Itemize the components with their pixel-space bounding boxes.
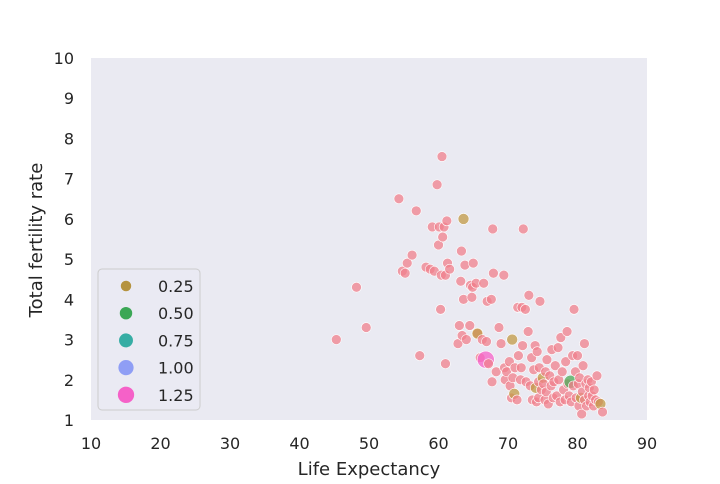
- data-point: [498, 269, 510, 281]
- data-point: [490, 366, 502, 377]
- data-point: [393, 193, 405, 205]
- data-point: [561, 326, 573, 337]
- data-point: [522, 326, 534, 337]
- data-point: [456, 245, 467, 257]
- data-point: [466, 292, 478, 303]
- legend-label: 0.25: [158, 277, 194, 296]
- data-point: [560, 356, 571, 367]
- data-point: [568, 304, 580, 315]
- x-tick-label: 70: [498, 434, 518, 453]
- legend: 0.25 0.50 0.75 1.00 1.25: [97, 268, 201, 411]
- data-point: [431, 179, 443, 190]
- x-tick-labels: 10 20 30 40 50 60 70 80 90: [81, 434, 657, 453]
- data-point: [577, 360, 589, 371]
- data-point: [360, 322, 372, 333]
- y-tick-label: 4: [64, 290, 74, 309]
- data-point: [515, 362, 527, 373]
- x-tick-label: 20: [150, 434, 170, 453]
- legend-marker: [117, 386, 135, 403]
- y-axis-label: Total fertility rate: [26, 163, 47, 319]
- legend-items: 0.25 0.50 0.75 1.00 1.25: [117, 277, 194, 405]
- data-point: [478, 277, 489, 289]
- y-tick-label: 2: [64, 371, 74, 390]
- data-point: [435, 304, 446, 315]
- data-point: [440, 358, 451, 369]
- data-point: [556, 366, 568, 377]
- data-point: [441, 215, 453, 227]
- data-point: [406, 249, 418, 261]
- data-point: [518, 223, 529, 235]
- data-point: [506, 333, 518, 346]
- legend-label: 1.00: [158, 359, 194, 378]
- x-tick-label: 50: [359, 434, 379, 453]
- data-point: [399, 267, 411, 279]
- data-point: [486, 294, 497, 305]
- points-layer: [331, 151, 608, 420]
- data-point: [455, 275, 466, 287]
- data-point: [454, 320, 465, 331]
- y-tick-label: 1: [64, 411, 74, 430]
- legend-label: 0.75: [158, 331, 194, 350]
- data-point: [461, 334, 472, 345]
- data-point: [576, 408, 587, 420]
- y-tick-labels: 1 2 3 4 5 6 7 8 9 10: [54, 49, 74, 430]
- data-point: [401, 257, 413, 269]
- data-point: [588, 384, 600, 396]
- legend-label: 0.50: [158, 304, 194, 323]
- data-point: [468, 257, 479, 269]
- data-point: [572, 350, 583, 361]
- data-point: [517, 340, 528, 351]
- data-point: [591, 370, 603, 382]
- y-tick-label: 3: [64, 331, 74, 350]
- legend-marker: [119, 306, 133, 320]
- data-point: [495, 338, 507, 349]
- data-point: [483, 358, 494, 369]
- x-tick-label: 60: [428, 434, 448, 453]
- data-point: [414, 350, 425, 361]
- data-point: [552, 342, 564, 353]
- data-point: [486, 376, 498, 388]
- data-point: [331, 334, 342, 345]
- x-tick-label: 90: [637, 434, 657, 453]
- y-tick-label: 6: [64, 210, 74, 229]
- legend-marker: [118, 360, 134, 376]
- data-point: [520, 304, 531, 315]
- data-point: [411, 205, 422, 217]
- x-tick-label: 80: [567, 434, 587, 453]
- y-tick-label: 5: [64, 250, 74, 269]
- data-point: [513, 350, 524, 361]
- data-point: [444, 263, 455, 275]
- x-tick-label: 10: [81, 434, 101, 453]
- data-point: [487, 223, 498, 235]
- y-tick-label: 8: [64, 129, 74, 148]
- y-tick-label: 7: [64, 170, 74, 189]
- data-point: [597, 406, 608, 418]
- x-axis-label: Life Expectancy: [298, 459, 441, 480]
- x-tick-label: 30: [220, 434, 240, 453]
- data-point: [531, 346, 543, 357]
- data-point: [579, 338, 590, 349]
- data-point: [351, 282, 362, 293]
- data-point: [481, 336, 492, 347]
- legend-marker: [119, 333, 133, 348]
- data-point: [541, 354, 553, 365]
- data-point: [550, 360, 561, 371]
- data-point: [493, 322, 505, 333]
- data-point: [488, 267, 499, 279]
- data-point: [523, 290, 535, 301]
- y-tick-label: 10: [54, 49, 74, 68]
- data-point: [437, 231, 448, 243]
- data-point: [457, 213, 470, 225]
- legend-marker: [120, 280, 132, 292]
- data-point: [511, 394, 523, 406]
- data-point: [436, 151, 448, 162]
- x-tick-label: 40: [289, 434, 309, 453]
- legend-label: 1.25: [158, 386, 194, 405]
- data-point: [464, 320, 476, 331]
- y-tick-label: 9: [64, 89, 74, 108]
- data-point: [534, 296, 546, 307]
